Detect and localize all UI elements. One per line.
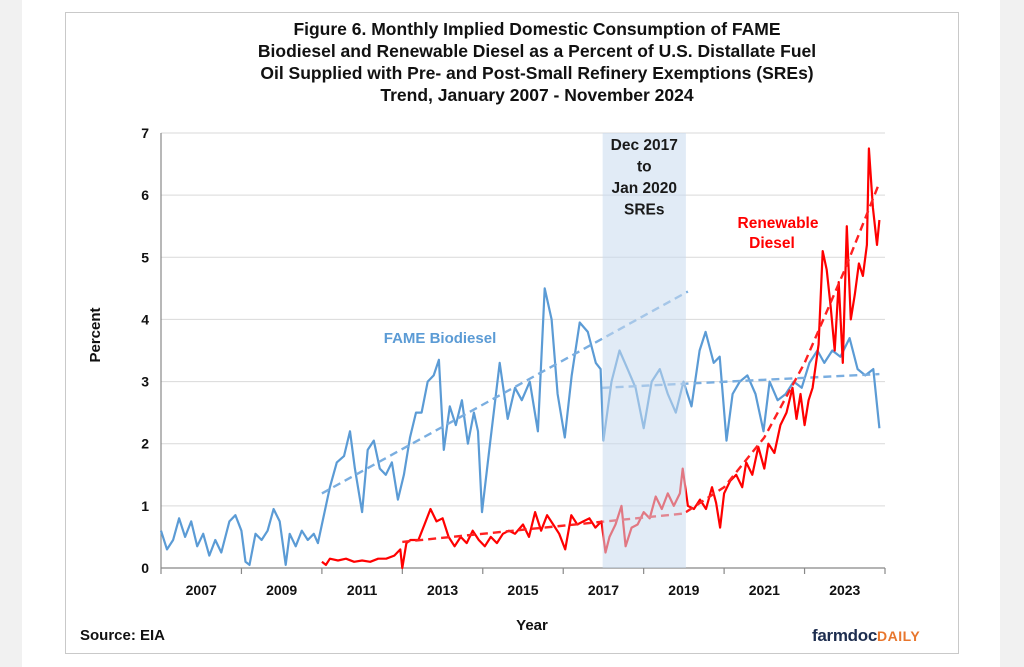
x-tick-label: 2023 [829, 582, 860, 598]
title-line-3: Oil Supplied with Pre- and Post-Small Re… [260, 63, 814, 83]
y-tick-label: 2 [141, 436, 149, 452]
y-tick-label: 7 [141, 125, 149, 141]
x-tick-label: 2015 [507, 582, 538, 598]
renewable-diesel-line [321, 147, 881, 570]
renewable-diesel-trend-line [685, 182, 881, 514]
renewable-diesel-label: Renewable [738, 215, 819, 232]
logo-main: farmdoc [812, 626, 877, 645]
y-tick-label: 3 [141, 374, 149, 390]
sre-label: to [637, 159, 652, 176]
title-line-2: Biodiesel and Renewable Diesel as a Perc… [257, 41, 817, 61]
chart-title: Figure 6. Monthly Implied Domestic Consu… [65, 18, 1009, 106]
x-tick-label: 2009 [266, 582, 297, 598]
y-tick-label: 5 [141, 249, 149, 265]
sre-label: Dec 2017 [611, 137, 678, 154]
x-axis-title: Year [516, 617, 548, 634]
fame-biodiesel-line [159, 287, 881, 567]
chart-frame [65, 12, 959, 654]
title-line-1: Figure 6. Monthly Implied Domestic Consu… [293, 19, 781, 39]
title-line-4: Trend, January 2007 - November 2024 [380, 85, 694, 105]
sre-label: SREs [624, 202, 665, 219]
x-tick-label: 2011 [347, 582, 378, 598]
x-tick-label: 2007 [186, 582, 217, 598]
y-axis-title: Percent [87, 307, 104, 362]
logo-accent: DAILY [876, 628, 921, 644]
sre-shaded-region [602, 133, 686, 568]
source-note: Source: EIA [80, 627, 166, 644]
renewable-diesel-label: Diesel [749, 235, 795, 252]
fame-biodiesel-label: FAME Biodiesel [384, 330, 497, 347]
sre-label: Jan 2020 [612, 180, 678, 197]
y-tick-label: 0 [141, 560, 149, 576]
y-tick-label: 1 [141, 498, 149, 514]
y-tick-label: 6 [141, 187, 149, 203]
farmdoc-daily-logo: farmdocDAILY [812, 626, 920, 646]
x-tick-label: 2017 [588, 582, 619, 598]
x-tick-label: 2021 [749, 582, 780, 598]
y-tick-label: 4 [141, 311, 149, 327]
x-tick-label: 2019 [668, 582, 699, 598]
x-tick-label: 2013 [427, 582, 458, 598]
fame-biodiesel-trend-line [321, 290, 689, 495]
